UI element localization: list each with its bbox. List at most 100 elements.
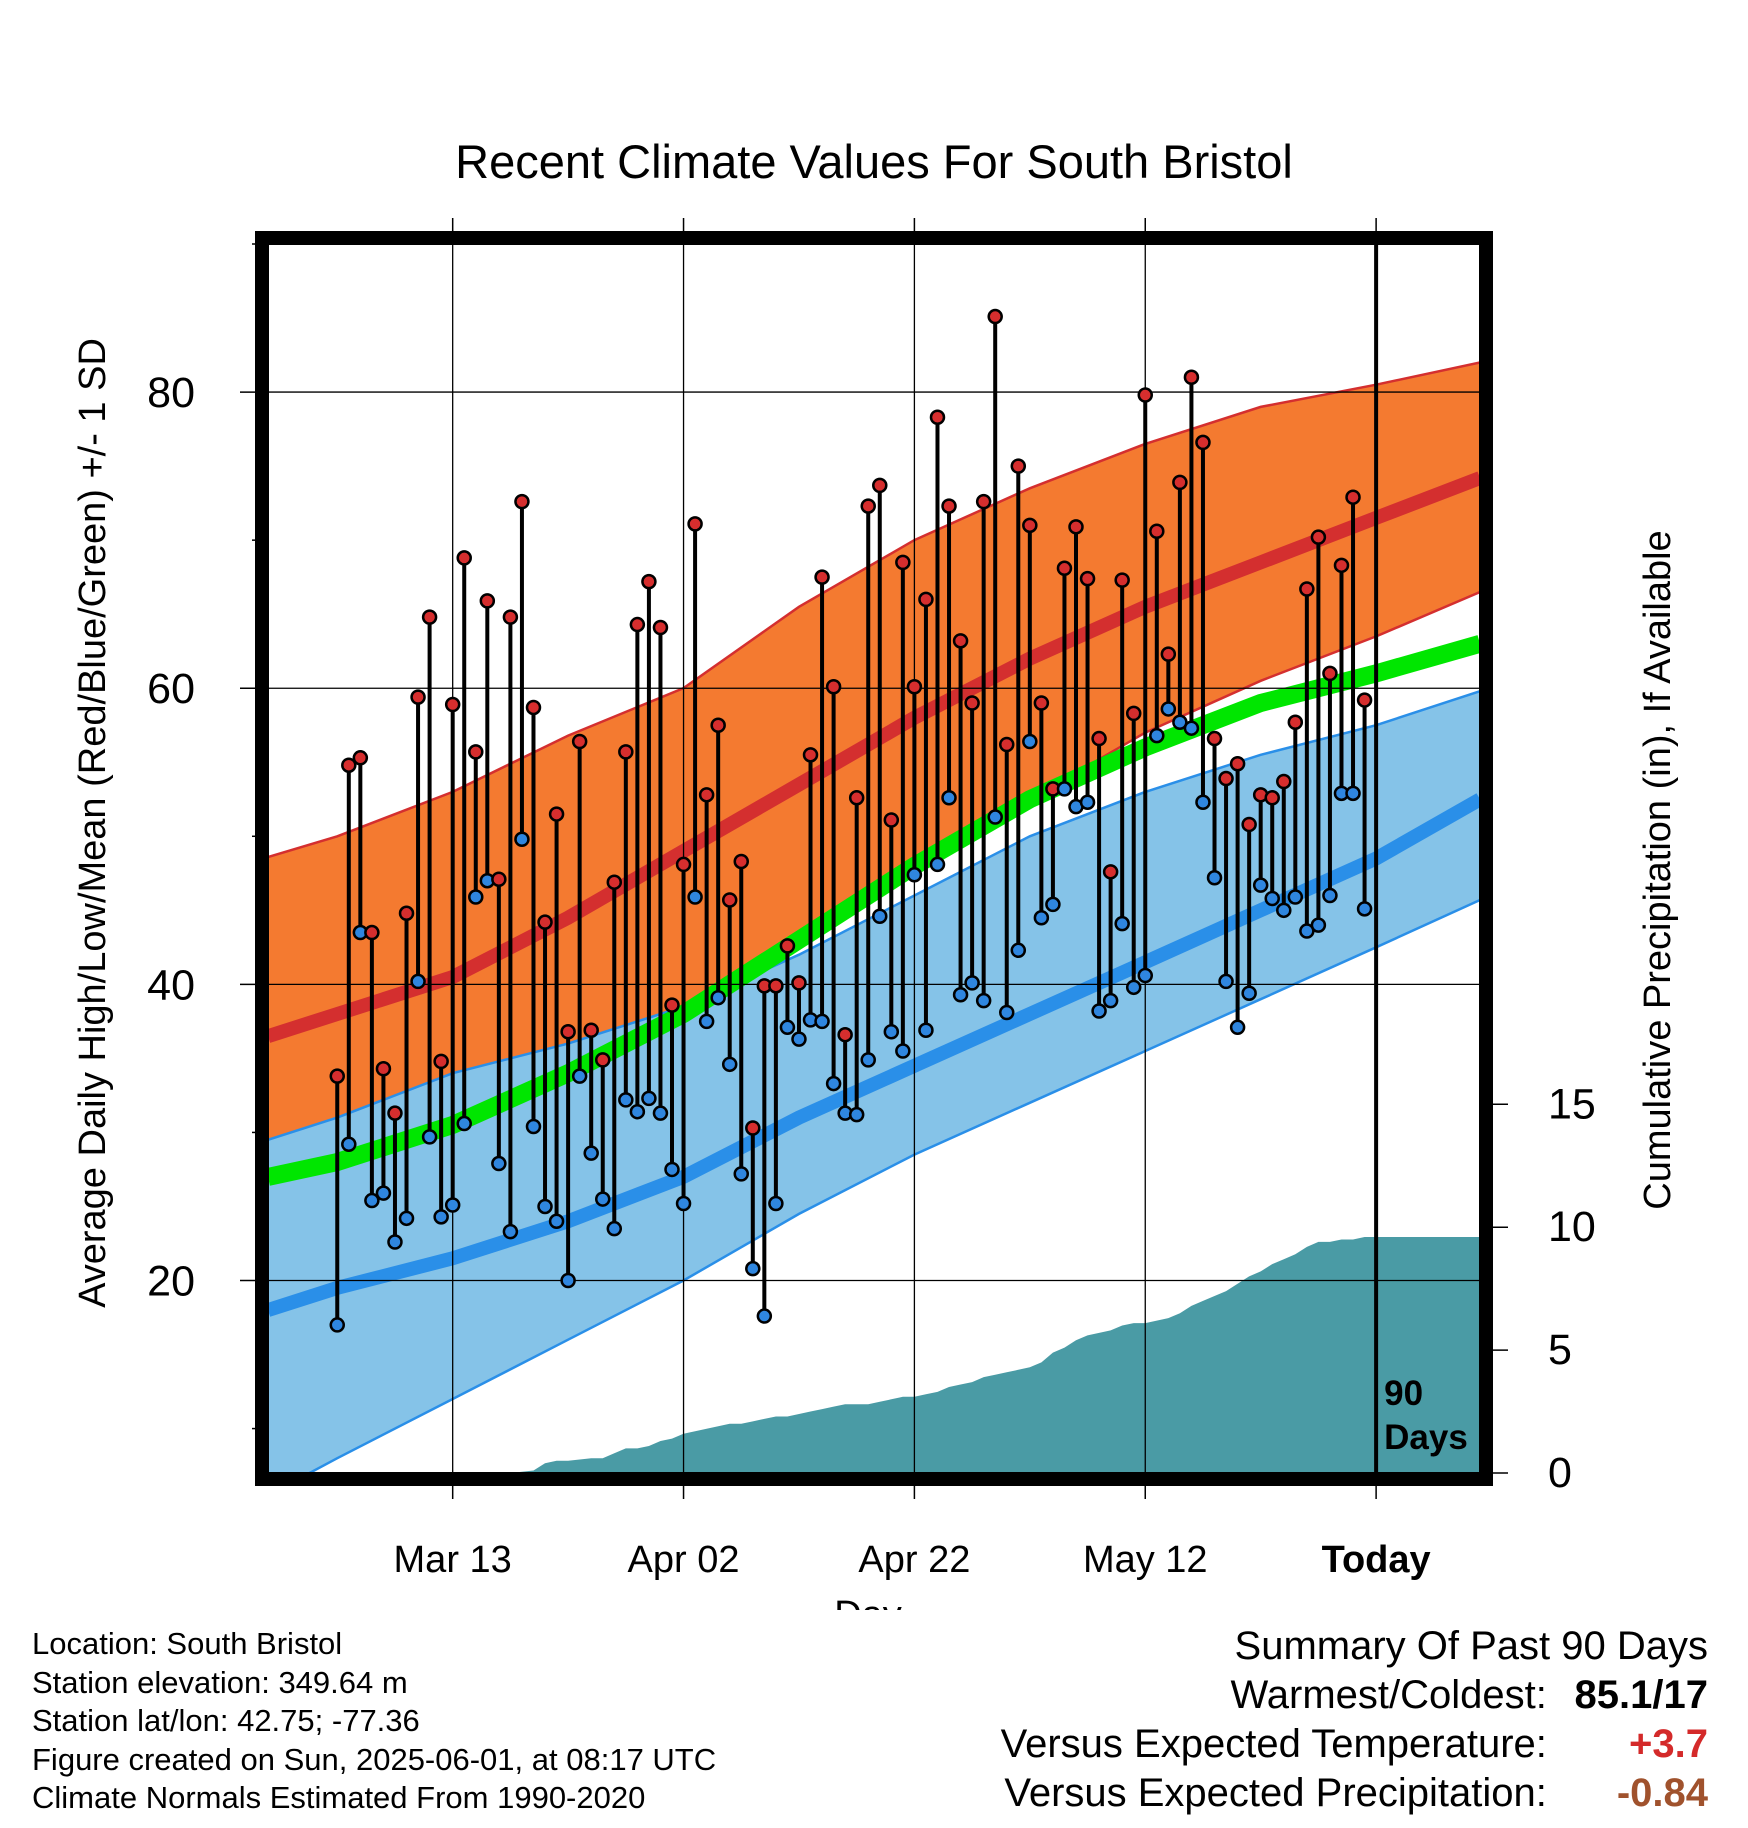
warmest-coldest-label: Warmest/Coldest:: [1230, 1673, 1547, 1717]
daily-low-point: [329, 1317, 346, 1333]
today-label-days: Days: [1384, 1418, 1468, 1457]
daily-high-point: [964, 695, 980, 711]
daily-high-point: [352, 750, 369, 766]
daily-high-point: [814, 569, 830, 585]
daily-high-point: [848, 790, 865, 806]
daily-high-point: [1287, 714, 1304, 731]
daily-low-point: [1114, 915, 1130, 932]
climate-chart: Recent Climate Values For South Bristol …: [72, 135, 1679, 1610]
daily-high-point: [768, 978, 784, 994]
daily-low-point: [1045, 896, 1061, 913]
daily-low-point: [525, 1118, 542, 1135]
daily-high-point: [1299, 581, 1315, 597]
station-latlon: Station lat/lon: 42.75; -77.36: [32, 1703, 420, 1738]
daily-low-point: [502, 1223, 519, 1240]
daily-low-point: [710, 989, 726, 1006]
x-tick-label: May 12: [1083, 1539, 1208, 1581]
daily-high-point: [1322, 665, 1338, 682]
daily-low-point: [1252, 877, 1269, 893]
daily-low-point: [341, 1136, 357, 1153]
daily-low-point: [387, 1234, 403, 1250]
daily-high-point: [987, 308, 1003, 325]
daily-high-point: [1056, 560, 1073, 577]
daily-low-point: [1195, 794, 1211, 810]
daily-high-point: [479, 593, 496, 609]
daily-high-point: [837, 1026, 853, 1043]
daily-high-point: [1195, 434, 1211, 451]
daily-low-point: [410, 973, 426, 990]
daily-high-point: [664, 997, 680, 1013]
daily-high-point: [1102, 864, 1119, 880]
daily-low-point: [791, 1031, 807, 1047]
daily-high-point: [433, 1053, 449, 1070]
precip-departure-value: -0.84: [1616, 1771, 1708, 1815]
daily-low-point: [825, 1075, 842, 1092]
daily-high-point: [675, 856, 692, 873]
daily-low-point: [1276, 902, 1292, 919]
daily-low-point: [1310, 917, 1327, 933]
daily-high-point: [329, 1068, 346, 1084]
daily-low-point: [918, 1022, 934, 1039]
daily-low-point: [571, 1068, 588, 1084]
daily-high-point: [872, 477, 888, 494]
daily-high-point: [491, 871, 507, 887]
daily-high-point: [606, 874, 623, 890]
daily-high-point: [1079, 570, 1096, 587]
daily-low-point: [618, 1092, 634, 1108]
y-tick-label: 40: [147, 961, 195, 1009]
daily-low-point: [1183, 720, 1200, 736]
daily-low-point: [652, 1105, 669, 1121]
chart-title: Recent Climate Values For South Bristol: [455, 135, 1293, 188]
daily-high-point: [456, 550, 472, 566]
daily-low-point: [1125, 979, 1142, 996]
daily-low-point: [975, 992, 992, 1009]
figure-created: Figure created on Sun, 2025-06-01, at 08…: [32, 1741, 717, 1777]
daily-low-point: [629, 1103, 646, 1120]
daily-high-point: [825, 678, 842, 695]
daily-high-point: [652, 619, 669, 636]
daily-low-point: [491, 1155, 507, 1172]
station-info: Location: South Bristol Station elevatio…: [32, 1625, 716, 1818]
daily-high-point: [860, 498, 876, 514]
daily-high-point: [1183, 369, 1200, 386]
daily-low-point: [583, 1145, 599, 1161]
precip-tick-label: 5: [1548, 1326, 1572, 1374]
summary-title: Summary Of Past 90 Days: [1234, 1624, 1708, 1668]
daily-low-point: [1160, 701, 1177, 717]
daily-high-point: [1276, 773, 1292, 790]
daily-high-point: [779, 938, 796, 954]
daily-low-point: [768, 1195, 784, 1212]
daily-high-point: [802, 747, 819, 763]
daily-high-point: [1206, 730, 1223, 747]
daily-high-point: [918, 591, 934, 608]
daily-low-point: [698, 1013, 715, 1030]
daily-low-point: [756, 1308, 773, 1324]
temp-departure-label: Versus Expected Temperature:: [1000, 1722, 1547, 1766]
daily-low-point: [687, 889, 703, 905]
y-axis-label-right: Cumulative Precipitation (in), If Availa…: [1637, 530, 1679, 1209]
daily-high-point: [571, 733, 588, 750]
daily-low-point: [1033, 909, 1050, 926]
daily-low-point: [745, 1260, 761, 1277]
daily-high-point: [421, 609, 438, 625]
daily-high-point: [1091, 730, 1107, 747]
daily-high-point: [583, 1022, 599, 1039]
daily-low-point: [375, 1185, 392, 1201]
daily-low-point: [929, 856, 946, 873]
daily-high-point: [791, 975, 807, 991]
precip-departure-label: Versus Expected Precipitation:: [1004, 1771, 1547, 1815]
daily-high-point: [1137, 387, 1154, 403]
daily-low-point: [1149, 727, 1165, 744]
daily-high-point: [941, 498, 957, 514]
y-tick-label: 80: [147, 369, 195, 417]
precip-area: [268, 1237, 1480, 1473]
daily-high-point: [1172, 474, 1188, 491]
temp-departure-row: Versus Expected Temperature: +3.7: [1001, 1720, 1708, 1769]
daily-low-point: [433, 1209, 449, 1225]
daily-high-point: [1149, 523, 1165, 540]
daily-low-point: [941, 790, 957, 806]
daily-high-point: [1125, 705, 1142, 722]
daily-low-point: [664, 1161, 680, 1178]
daily-low-point: [895, 1043, 911, 1059]
warmest-coldest-row: Warmest/Coldest: 85.1/17: [1001, 1671, 1709, 1720]
